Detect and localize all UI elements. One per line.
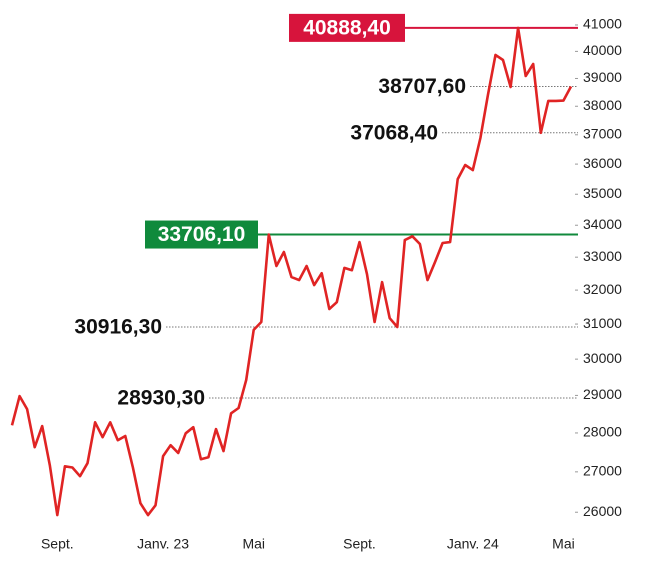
reference-label: 28930,30 [117, 387, 205, 410]
reference-label: 33706,10 [158, 223, 246, 246]
reference-label: 38707,60 [378, 75, 466, 98]
y-tick-label: 37000 [583, 125, 622, 141]
y-tick-label: 36000 [583, 155, 622, 171]
y-tick-label: 40000 [583, 42, 622, 58]
y-tick-label: 41000 [583, 16, 622, 32]
y-tick-label: 33000 [583, 248, 622, 264]
x-tick-label: Mai [242, 536, 265, 552]
x-tick-label: Mai [552, 536, 575, 552]
y-tick-label: 32000 [583, 281, 622, 297]
x-tick-label: Sept. [41, 536, 74, 552]
price-line [10, 26, 573, 517]
y-tick-label: 29000 [583, 386, 622, 402]
x-tick-label: Sept. [343, 536, 376, 552]
y-tick-label: 34000 [583, 216, 622, 232]
y-tick-label: 30000 [583, 350, 622, 366]
y-tick-label: 26000 [583, 503, 622, 519]
y-tick-label: 28000 [583, 424, 622, 440]
y-tick-label: 35000 [583, 185, 622, 201]
reference-box [289, 13, 405, 42]
reference-box [145, 220, 258, 249]
x-tick-label: Janv. 24 [447, 536, 499, 552]
reference-label: 30916,30 [74, 316, 162, 339]
y-tick-label: 27000 [583, 463, 622, 479]
y-tick-label: 39000 [583, 69, 622, 85]
x-tick-label: Janv. 23 [137, 536, 189, 552]
y-tick-label: 38000 [583, 97, 622, 113]
reference-label: 37068,40 [350, 121, 438, 144]
y-tick-label: 31000 [583, 315, 622, 331]
reference-label: 40888,40 [303, 16, 391, 39]
